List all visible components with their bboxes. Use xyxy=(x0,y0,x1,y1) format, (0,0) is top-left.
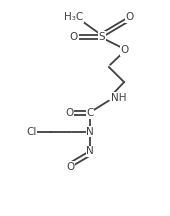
Text: N: N xyxy=(86,146,94,156)
Text: O: O xyxy=(66,162,75,172)
Text: NH: NH xyxy=(110,93,126,103)
Text: Cl: Cl xyxy=(26,127,37,137)
Text: O: O xyxy=(65,108,74,118)
Text: C: C xyxy=(86,108,94,118)
Text: S: S xyxy=(99,32,105,42)
Text: O: O xyxy=(125,12,133,22)
Text: O: O xyxy=(70,32,78,42)
Text: H₃C: H₃C xyxy=(64,12,84,22)
Text: O: O xyxy=(121,45,129,55)
Text: N: N xyxy=(86,127,94,137)
